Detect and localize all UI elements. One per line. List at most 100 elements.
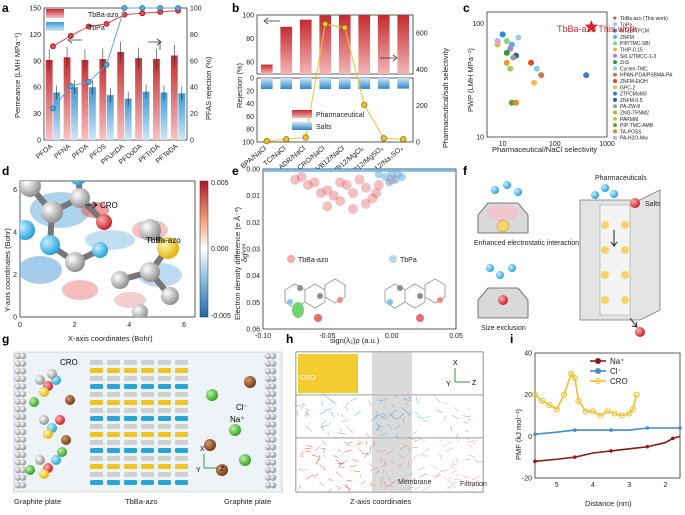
traj-na-83 bbox=[464, 458, 470, 461]
traj-cl-43 bbox=[387, 424, 393, 430]
traj-na-56 bbox=[469, 483, 475, 490]
traj-na-69 bbox=[472, 438, 479, 445]
traj-cl-8 bbox=[327, 432, 329, 436]
c-legend-label-10: ZNFM-EtOH bbox=[620, 79, 648, 85]
graphite-atom-right-9-0 bbox=[264, 421, 272, 428]
panel-e-iso-green bbox=[292, 302, 304, 318]
panel-e-molecule-left bbox=[284, 278, 346, 309]
graphite-atom-right-11-1 bbox=[269, 436, 277, 443]
panel-h-row-cro: CRO bbox=[300, 375, 316, 382]
traj-na-53 bbox=[401, 477, 409, 481]
bar-tbba-7 bbox=[170, 55, 178, 140]
traj-na-34 bbox=[419, 452, 425, 456]
i-point-cro-16 bbox=[633, 391, 640, 398]
membrane-cell-0-6 bbox=[90, 408, 103, 413]
c-legend-marker-10 bbox=[613, 79, 617, 83]
cro-molecules bbox=[25, 369, 75, 479]
traj-cl-33 bbox=[408, 395, 411, 401]
e-point-tbba-14 bbox=[360, 198, 371, 209]
traj-na-32 bbox=[388, 477, 391, 482]
panel-h-axis-triad bbox=[454, 368, 470, 383]
c-legend-marker-14 bbox=[613, 104, 617, 109]
panel-c-xlabel: Pharmaceutical/NaCl selectivity bbox=[492, 145, 597, 154]
line-selectivity bbox=[266, 23, 404, 142]
membrane-cell-1-10 bbox=[107, 440, 120, 445]
d-ytick-0: 0 bbox=[13, 315, 17, 322]
traj-cl-16 bbox=[376, 428, 378, 430]
membrane-cell-1-11 bbox=[107, 448, 120, 453]
traj-cl-66 bbox=[344, 406, 348, 411]
traj-cl-45 bbox=[377, 399, 385, 401]
traj-cl-87 bbox=[408, 411, 412, 417]
b-ytick-top-2: 100 bbox=[242, 13, 254, 20]
membrane-cell-4-11 bbox=[158, 448, 171, 453]
b-ytick-bottom-3: 60 bbox=[246, 114, 254, 121]
panel-g-label-plate-left: Graphite plate bbox=[14, 497, 61, 506]
traj-na-43 bbox=[358, 448, 364, 453]
traj-na-8 bbox=[315, 461, 318, 465]
legend-label-pharma: Pharmaceutical bbox=[316, 112, 365, 119]
traj-na-16 bbox=[352, 459, 359, 462]
legend-marker-e-tbpa bbox=[389, 255, 397, 263]
membrane-cell-3-2 bbox=[141, 376, 154, 381]
i-point-1-6 bbox=[645, 426, 650, 430]
e-baseline-band bbox=[263, 169, 456, 172]
traj-na-94 bbox=[401, 443, 410, 448]
c-legend-label-0: TbBa-azo (This work) bbox=[620, 16, 668, 22]
traj-na-98 bbox=[418, 473, 427, 479]
panel-letter-b: b bbox=[232, 1, 239, 15]
traj-cl-59 bbox=[368, 400, 372, 406]
graphite-atom-left-6-1 bbox=[19, 398, 27, 405]
traj-na-82 bbox=[418, 466, 425, 471]
c-point-14 bbox=[510, 54, 517, 61]
traj-cl-17 bbox=[345, 401, 350, 407]
bar-salts-5 bbox=[358, 78, 371, 89]
membrane-cell-0-4 bbox=[90, 392, 103, 397]
traj-na-57 bbox=[439, 453, 443, 460]
e-ytick-2: 0.02 bbox=[246, 220, 260, 227]
traj-cl-35 bbox=[376, 425, 380, 432]
c-legend-marker-13 bbox=[613, 97, 617, 102]
c-point-9 bbox=[538, 72, 545, 79]
traj-cl-69 bbox=[468, 418, 472, 421]
traj-cl-10 bbox=[354, 410, 362, 416]
traj-na-105 bbox=[407, 486, 414, 489]
c-legend-marker-16 bbox=[613, 116, 617, 121]
traj-cl-86 bbox=[301, 403, 304, 410]
traj-cl-65 bbox=[321, 425, 324, 431]
traj-cl-38 bbox=[323, 408, 332, 411]
traj-na-115 bbox=[450, 484, 457, 488]
panel-e-molecule-right bbox=[384, 278, 446, 309]
legend-label-tbpa: TbPa bbox=[88, 25, 105, 32]
traj-na-89 bbox=[462, 475, 470, 479]
membrane-cell-0-9 bbox=[90, 432, 103, 437]
traj-na-107 bbox=[322, 448, 327, 454]
c-point-10 bbox=[528, 59, 535, 66]
panel-e-chart: -0.10 -0.05 0.00 0.05 0.00 0.01 0.02 0.03 0.04 0.… bbox=[240, 167, 463, 346]
traj-na-70 bbox=[373, 445, 375, 448]
traj-na-24 bbox=[321, 440, 327, 446]
traj-na-118 bbox=[298, 468, 304, 471]
traj-na-65 bbox=[344, 442, 351, 447]
graphite-atom-left-2-0 bbox=[14, 368, 22, 375]
graphite-atom-right-12-1 bbox=[269, 444, 277, 451]
traj-cl-83 bbox=[375, 422, 384, 428]
bar-salts-7 bbox=[397, 78, 410, 89]
point-2-5 bbox=[139, 10, 146, 17]
membrane-cell-0-15 bbox=[90, 480, 103, 485]
panel-h-axis-x: X bbox=[453, 360, 458, 367]
graphite-atom-left-3-1 bbox=[19, 375, 27, 382]
membrane-cell-1-14 bbox=[107, 472, 120, 477]
graphite-atom-right-16-1 bbox=[269, 474, 277, 481]
c-legend-marker-2 bbox=[613, 28, 617, 33]
panel-h-xlabel: Z-axis coordinates bbox=[350, 497, 412, 506]
point-3-3 bbox=[103, 61, 110, 68]
c-legend-label-18: TA-POSS bbox=[620, 129, 642, 135]
membrane-cell-3-12 bbox=[141, 456, 154, 461]
traj-cl-63 bbox=[455, 433, 458, 440]
bar-pharma-2 bbox=[299, 19, 312, 74]
c-point-16 bbox=[507, 65, 514, 72]
a-ytick-5: 150 bbox=[29, 6, 41, 13]
traj-na-23 bbox=[411, 454, 418, 461]
